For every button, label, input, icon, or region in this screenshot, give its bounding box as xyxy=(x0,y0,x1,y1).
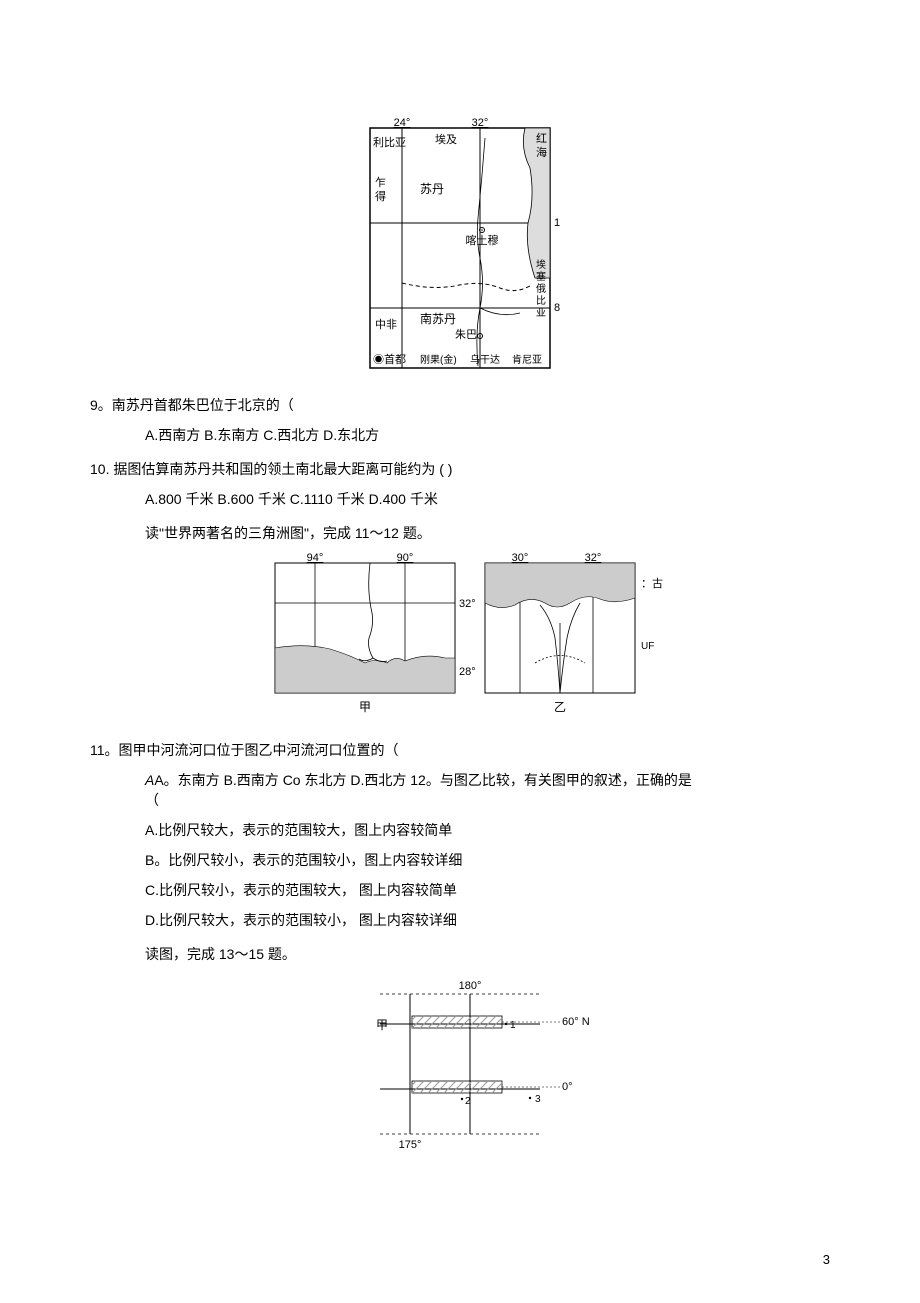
yi-caption: 乙 xyxy=(554,700,566,714)
label-chad-2: 得 xyxy=(375,190,386,203)
map1-lon-left: 24° xyxy=(394,118,411,129)
jia-lat-t: 32° xyxy=(459,598,476,610)
label-eth-1: 埃 xyxy=(536,258,546,271)
grid-lat-b: 0° xyxy=(562,1081,573,1093)
instr-13-15: 读图，完成 13〜15 题。 xyxy=(145,944,830,964)
label-eth-4: 比 xyxy=(536,295,546,307)
label-kenya: 肯尼亚 xyxy=(512,353,542,366)
grid-lon-l: 175° xyxy=(399,1139,422,1151)
q12-optB: B。比例尺较小，表示的范围较小，图上内容较详细 xyxy=(145,850,830,870)
map1-lat-top: 16° xyxy=(554,217,560,229)
grid-lon-c: 180° xyxy=(459,980,482,992)
label-eth-3: 俄 xyxy=(536,283,546,295)
label-juba: 朱巴 xyxy=(455,328,477,341)
q11-12-combined: AA。东南方 B.西南方 Co 东北方 D.西北方 12。与图乙比较，有关图甲的… xyxy=(145,770,705,810)
instr-11-12: 读"世界两著名的三角洲图"，完成 11〜12 题。 xyxy=(145,523,830,543)
label-khartoum: 喀土穆 xyxy=(466,233,499,247)
label-uganda: 乌干达 xyxy=(470,353,500,366)
map-deltas: 94° 90° 32° 28° 甲 30° 32° xyxy=(90,553,830,726)
grid-pt1: 1 xyxy=(510,1020,516,1031)
q12-optD: D.比例尺较大，表示的范围较小， 图上内容较详细 xyxy=(145,910,830,930)
label-egypt: 埃及 xyxy=(435,132,457,146)
label-redsea-2: 海 xyxy=(536,145,547,159)
map-grid: 180° 175° 甲 1 2 3 60° N 0° xyxy=(90,974,830,1157)
q9-stem: 9。南苏丹首都朱巴位于北京的（ xyxy=(90,395,830,415)
label-redsea-1: 红 xyxy=(536,132,547,145)
label-libya: 利比亚 xyxy=(373,136,406,149)
label-eth-5: 亚 xyxy=(536,308,546,319)
jia-lat-b: 28° xyxy=(459,666,476,678)
map-sudan: 24° 32° 16° 8° 利比亚 埃及 红 海 乍 得 苏丹 喀土穆 埃 塞… xyxy=(90,118,830,381)
label-car: 中非 xyxy=(375,318,397,331)
map1-lat-bot: 8° xyxy=(554,302,560,314)
jia-lon-l: 94° xyxy=(307,553,324,564)
q9-options: A.西南方 B.东南方 C.西北方 D.东北方 xyxy=(145,425,830,445)
label-sudan: 苏丹 xyxy=(420,182,444,196)
label-eth-2: 塞 xyxy=(536,270,546,283)
yi-lon-l: 30° xyxy=(512,553,529,564)
jia-caption: 甲 xyxy=(359,700,371,714)
q12-optA: A.比例尺较大，表示的范围较大，图上内容较简单 xyxy=(145,820,830,840)
q12-optC: C.比例尺较小，表示的范围较大， 图上内容较简单 xyxy=(145,880,830,900)
q10-options: A.800 千米 B.600 千米 C.1110 千米 D.400 千米 xyxy=(145,489,830,509)
label-chad-1: 乍 xyxy=(375,175,386,189)
map1-lon-right: 32° xyxy=(472,118,489,129)
label-drc: 刚果(金) xyxy=(420,353,457,366)
grid-pt2: 2 xyxy=(465,1096,471,1107)
yi-lon-r: 32° xyxy=(585,553,602,564)
label-ssudan: 南苏丹 xyxy=(420,311,456,326)
yi-lab-bot: UF xyxy=(641,641,654,652)
grid-lat-t: 60° N xyxy=(562,1016,590,1028)
grid-pt3: 3 xyxy=(535,1094,541,1105)
jia-lon-r: 90° xyxy=(397,553,414,564)
page-number: 3 xyxy=(823,1252,830,1267)
q11-stem: 11。图甲中河流河口位于图乙中河流河口位置的（ xyxy=(90,740,830,760)
yi-lab-top: ：古 xyxy=(641,577,663,590)
grid-jia: 甲 xyxy=(376,1018,388,1032)
label-capital: ◉首都 xyxy=(373,352,406,366)
q11-12-text: A。东南方 B.西南方 Co 东北方 D.西北方 12。与图乙比较，有关图甲的叙… xyxy=(145,772,692,808)
q10-stem: 10. 据图估算南苏丹共和国的领土南北最大距离可能约为 ( ) xyxy=(90,459,830,479)
